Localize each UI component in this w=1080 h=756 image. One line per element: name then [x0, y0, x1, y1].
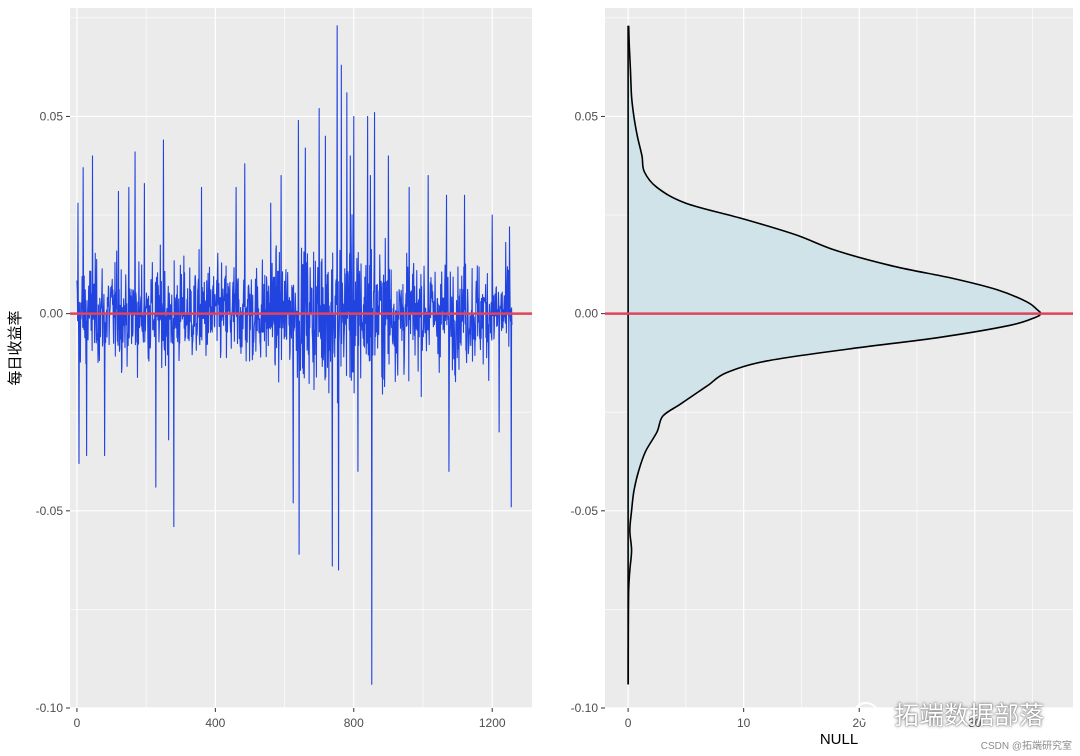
density-ticks: 0 10 20 30 -0.10 -0.05 0.00 0.05: [571, 109, 982, 730]
left-x-tick-label: 800: [344, 716, 364, 730]
density-outline: [627, 25, 1042, 685]
returns-series: [76, 25, 513, 685]
left-x-tick-label: 400: [205, 716, 225, 730]
returns-panel: 0 400 800 1200 -0.10 -0.05 0.00 0.05: [36, 8, 532, 730]
right-x-tick-label: 20: [853, 716, 867, 730]
left-y-tick-label: 0.05: [40, 109, 64, 123]
right-x-tick-label: 30: [968, 716, 982, 730]
left-y-tick-label: -0.10: [36, 701, 64, 715]
density-area: [628, 25, 1041, 685]
watermark: 拓端数据部落: [853, 696, 1044, 732]
left-y-tick-label: -0.05: [36, 504, 64, 518]
right-x-tick-label: 10: [737, 716, 751, 730]
right-x-tick-label: 0: [625, 716, 632, 730]
credit-text: CSDN @拓端研究室: [980, 741, 1072, 752]
density-panel: 0 10 20 30 -0.10 -0.05 0.00 0.05: [571, 8, 1073, 730]
right-y-tick-label: 0.05: [575, 109, 599, 123]
density-x-axis-title: NULL: [820, 731, 858, 748]
wechat-icon: [853, 702, 885, 726]
returns-ticks: 0 400 800 1200 -0.10 -0.05 0.00 0.05: [36, 109, 506, 730]
left-y-tick-label: 0.00: [40, 307, 64, 321]
density-curve: [627, 25, 1042, 685]
y-axis-title: 每日收益率: [7, 310, 24, 385]
right-y-tick-label: -0.05: [571, 504, 599, 518]
watermark-text: 拓端数据部落: [893, 702, 1044, 730]
returns-line: [76, 25, 513, 685]
left-x-tick-label: 1200: [479, 716, 506, 730]
right-y-tick-label: -0.10: [571, 701, 599, 715]
left-x-tick-label: 0: [74, 716, 81, 730]
right-y-tick-label: 0.00: [575, 307, 599, 321]
